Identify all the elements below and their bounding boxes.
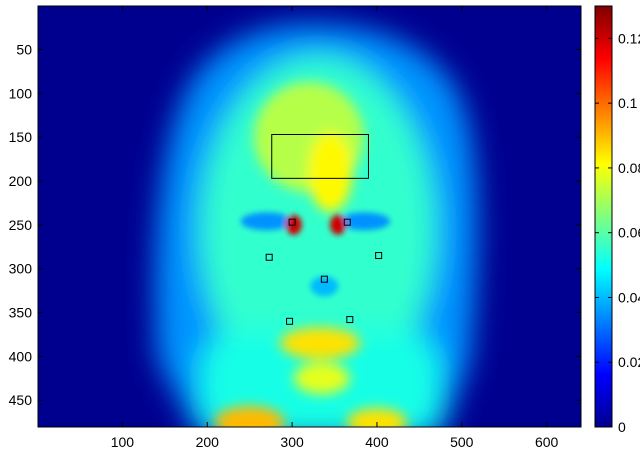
roi-marker-5 (320, 275, 328, 283)
colorbar-tick-label: 0.1 (618, 95, 638, 111)
roi-marker-2 (343, 218, 351, 226)
colorbar-tick-label: 0.02 (618, 354, 640, 370)
eye-socket-left-blob (240, 212, 293, 231)
roi-rectangle (271, 133, 369, 179)
x-tick-label: 600 (535, 434, 559, 450)
y-tick-label: 250 (9, 217, 33, 233)
y-tick-label: 200 (9, 173, 33, 189)
heatmap-field (155, 23, 478, 427)
colorbar-tick-label: 0.12 (618, 30, 640, 46)
roi-marker-1 (288, 218, 296, 226)
neck-right-blob (346, 408, 407, 427)
x-tick-label: 200 (196, 434, 220, 450)
roi-marker-3 (265, 253, 273, 261)
eye-socket-right-blob (338, 212, 391, 231)
colorbar-gradient (595, 6, 612, 427)
y-tick-label: 350 (9, 305, 33, 321)
colorbar: 0 0.02 0.04 0.06 0.08 0.1 0.12 (594, 5, 640, 435)
plot-frame (37, 5, 582, 428)
neck-left-blob (214, 406, 285, 427)
roi-marker-6 (286, 317, 294, 325)
x-tick-label: 400 (365, 434, 389, 450)
mouth-blob (280, 327, 361, 360)
roi-marker-7 (346, 316, 354, 324)
y-tick-label: 300 (9, 261, 33, 277)
inner-eye-right-blob (329, 214, 346, 235)
y-tick-label: 50 (16, 41, 32, 57)
roi-markers (265, 133, 383, 325)
y-tick-label: 150 (9, 129, 33, 145)
heatmap-plot-area: 100 200 300 400 500 600 50 100 150 200 250 300 350 4… (9, 5, 582, 450)
y-tick-label: 400 (9, 348, 33, 364)
colorbar-ticks: 0 0.02 0.04 0.06 0.08 0.1 0.12 (595, 30, 640, 435)
y-tick-label: 450 (9, 392, 33, 408)
x-axis-ticks: 100 200 300 400 500 600 (111, 6, 559, 450)
y-tick-label: 100 (9, 85, 33, 101)
x-tick-label: 100 (111, 434, 135, 450)
roi-marker-4 (375, 252, 383, 260)
colorbar-tick-label: 0 (618, 419, 626, 435)
forehead-band-blob (308, 132, 353, 213)
x-tick-label: 500 (450, 434, 474, 450)
colorbar-tick-label: 0.04 (618, 289, 640, 305)
chin-blob (293, 362, 350, 395)
colorbar-tick-label: 0.08 (618, 160, 640, 176)
colorbar-frame (594, 5, 613, 428)
x-tick-label: 300 (280, 434, 304, 450)
y-axis-ticks: 50 100 150 200 250 300 350 400 450 (9, 41, 581, 408)
colorbar-tick-label: 0.06 (618, 225, 640, 241)
nose-tip-blob (310, 276, 339, 297)
heatmap-detail-layer (214, 82, 407, 427)
